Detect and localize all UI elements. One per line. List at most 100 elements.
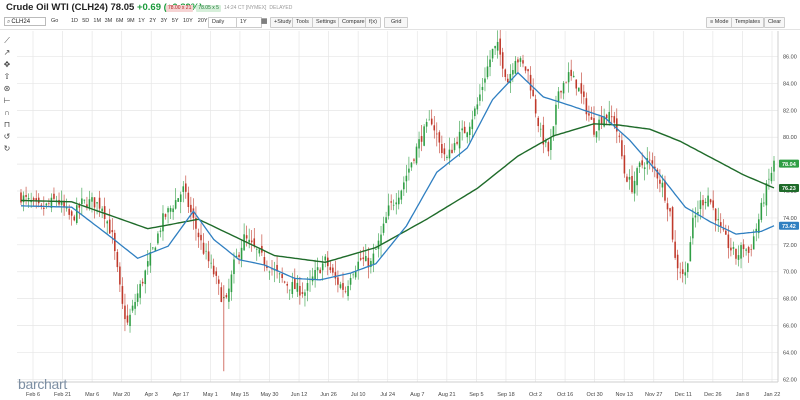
interval-select[interactable]: Daily xyxy=(208,17,238,28)
candle-body xyxy=(139,283,141,298)
settings-button[interactable]: Settings xyxy=(312,17,340,28)
trend-tool-icon[interactable]: ↗ xyxy=(3,48,11,57)
period-10y[interactable]: 10Y xyxy=(183,18,193,24)
candle-body xyxy=(185,183,187,192)
candle-body xyxy=(316,267,319,271)
clear-button[interactable]: Clear xyxy=(764,17,786,28)
candle-body xyxy=(659,179,661,184)
candle-body xyxy=(687,263,689,273)
mode-button[interactable]: ≡ Mode xyxy=(706,17,733,28)
candle-body xyxy=(446,156,448,159)
candle-body xyxy=(88,199,91,208)
go-button[interactable]: Go xyxy=(51,18,59,24)
candle-body xyxy=(243,234,245,251)
candle-body xyxy=(532,89,534,97)
candle-body xyxy=(319,269,321,274)
candle-body xyxy=(699,200,702,210)
period-5d[interactable]: 5D xyxy=(82,18,90,24)
candle-body xyxy=(228,288,230,302)
period-2y[interactable]: 2Y xyxy=(149,18,157,24)
line-tool-icon[interactable]: ⟋ xyxy=(4,36,10,45)
candle-body xyxy=(286,284,289,286)
x-tick-label: Aug 21 xyxy=(438,392,455,398)
candle-body xyxy=(119,266,121,285)
candle-body xyxy=(131,305,134,311)
candle-body xyxy=(304,292,306,296)
candle-body xyxy=(159,230,162,232)
x-tick-label: May 30 xyxy=(260,392,278,398)
period-9m[interactable]: 9M xyxy=(127,18,135,24)
candle-body xyxy=(347,285,349,297)
quote-time: 14:24 CT [NYMEX] xyxy=(223,5,267,11)
measure-tool-icon[interactable]: ⊢ xyxy=(3,96,11,105)
candle-body xyxy=(157,233,159,244)
candle-body xyxy=(633,180,636,194)
candle-body xyxy=(187,192,190,207)
candle-body xyxy=(334,272,337,279)
grid-button[interactable]: Grid xyxy=(384,17,409,28)
x-tick-label: Oct 30 xyxy=(587,392,603,398)
period-1d[interactable]: 1D xyxy=(71,18,79,24)
redo-icon[interactable]: ↻ xyxy=(3,144,11,153)
candle-body xyxy=(773,160,775,172)
candle-body xyxy=(354,270,357,278)
candle-body xyxy=(375,249,377,250)
candle-body xyxy=(169,208,172,212)
candle-body xyxy=(438,132,441,143)
candle-body xyxy=(730,247,732,251)
crosshair-tool-icon[interactable]: ✥ xyxy=(3,60,11,69)
candle-body xyxy=(565,82,567,84)
undo-icon[interactable]: ↺ xyxy=(3,132,11,141)
candle-body xyxy=(245,235,248,239)
candle-body xyxy=(504,69,507,77)
candle-body xyxy=(48,203,50,205)
calendar-icon[interactable]: ▦ xyxy=(261,18,268,25)
candle-body xyxy=(50,197,53,208)
price-chart[interactable]: 86.0084.0082.0080.0078.0076.0074.0072.00… xyxy=(0,30,800,400)
candle-body xyxy=(179,194,182,202)
candle-body xyxy=(583,91,585,97)
period-3m[interactable]: 3M xyxy=(104,18,113,24)
candle-body xyxy=(392,204,395,206)
candle-body xyxy=(458,131,461,149)
candle-body xyxy=(152,247,154,249)
candle-body xyxy=(207,251,210,262)
bid-ask-group: 78.00 x 21 78.05 x 5 14:24 CT [NYMEX] DE… xyxy=(166,4,292,12)
candle-body xyxy=(339,284,342,288)
period-6m[interactable]: 6M xyxy=(115,18,124,24)
magnet-icon[interactable]: ∩ xyxy=(4,108,10,117)
fib-tool-icon[interactable]: ⊛ xyxy=(3,84,11,93)
x-tick-label: Nov 27 xyxy=(645,392,662,398)
period-1m[interactable]: 1M xyxy=(93,18,102,24)
tools-button[interactable]: Tools xyxy=(292,17,313,28)
candle-body xyxy=(656,169,659,179)
period-5y[interactable]: 5Y xyxy=(171,18,179,24)
ask-badge: 78.05 x 5 xyxy=(196,4,221,12)
last-price: 78.05 xyxy=(110,2,135,13)
candle-body xyxy=(306,283,309,291)
period-1y[interactable]: 1Y xyxy=(138,18,145,24)
symbol-search-input[interactable]: ⌕CLH24 xyxy=(4,17,46,26)
fx-button[interactable]: f(x) xyxy=(365,17,381,28)
ma-fast-tag-bg xyxy=(779,221,799,230)
candle-body xyxy=(654,166,656,169)
candle-body xyxy=(190,204,192,213)
candle-body xyxy=(643,167,646,170)
range-select[interactable]: 1Y xyxy=(236,17,262,28)
candle-body xyxy=(727,234,730,249)
candle-body xyxy=(626,176,628,182)
x-tick-label: May 1 xyxy=(203,392,218,398)
templates-button[interactable]: Templates xyxy=(731,17,765,28)
period-3y[interactable]: 3Y xyxy=(160,18,168,24)
candle-body xyxy=(681,269,684,274)
candle-body xyxy=(370,260,372,268)
candle-body xyxy=(78,204,81,208)
candle-body xyxy=(735,248,737,259)
candle-body xyxy=(598,119,600,131)
shape-tool-icon[interactable]: ⇧ xyxy=(3,72,11,81)
candle-body xyxy=(580,83,583,94)
lock-icon[interactable]: ⊓ xyxy=(3,120,11,129)
period-20y[interactable]: 20Y xyxy=(197,18,208,24)
candle-body xyxy=(605,114,608,119)
candle-body xyxy=(732,247,735,249)
